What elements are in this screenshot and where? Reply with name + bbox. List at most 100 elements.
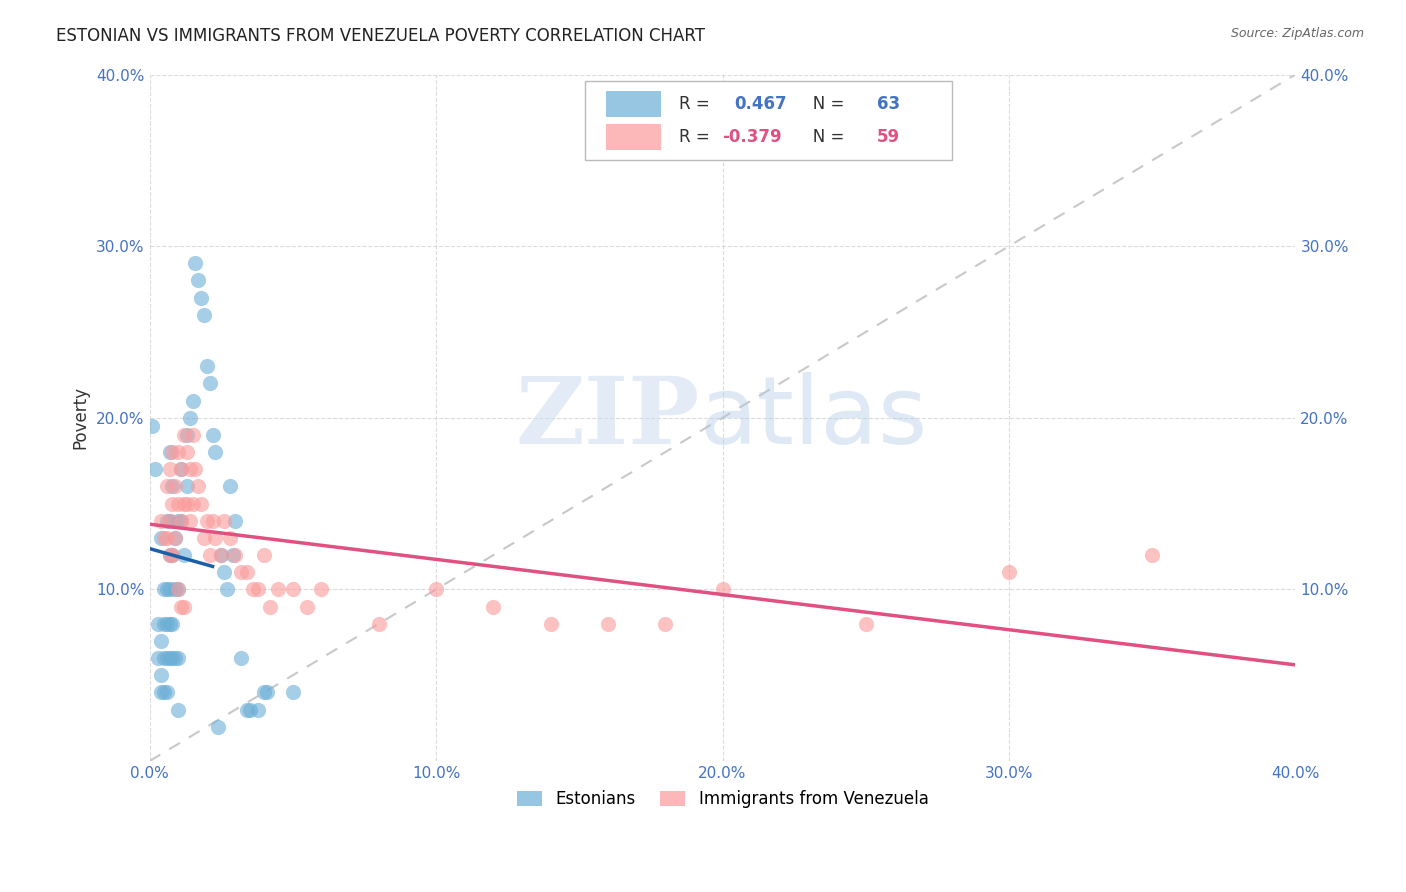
Point [170, 462, 193, 476]
Point [855, 616, 877, 631]
Point [236, 566, 259, 580]
Point [156, 531, 179, 545]
Point [150, 668, 173, 682]
Text: atlas: atlas [700, 372, 928, 464]
Point [247, 702, 270, 716]
Text: Source: ZipAtlas.com: Source: ZipAtlas.com [1230, 27, 1364, 40]
Point [167, 702, 190, 716]
Point [159, 462, 181, 476]
Point [146, 651, 169, 665]
Point [150, 514, 173, 528]
Point [179, 514, 201, 528]
Point [156, 514, 179, 528]
Point [224, 548, 246, 562]
Point [176, 479, 198, 493]
Point [179, 410, 201, 425]
Point [170, 599, 193, 614]
Point [204, 445, 226, 459]
Text: 0.467: 0.467 [734, 95, 786, 113]
Point [1142, 548, 1164, 562]
Point [998, 566, 1021, 580]
Point [159, 445, 181, 459]
Point [221, 548, 243, 562]
Point [176, 445, 198, 459]
Point [231, 651, 253, 665]
Point [204, 531, 226, 545]
Point [167, 582, 190, 597]
Point [170, 514, 193, 528]
Text: R =: R = [679, 128, 716, 146]
Point [209, 548, 232, 562]
Point [162, 445, 184, 459]
Text: R =: R = [679, 95, 720, 113]
Point [141, 419, 163, 434]
Point [295, 599, 318, 614]
Point [181, 393, 204, 408]
Point [170, 514, 193, 528]
Point [311, 582, 333, 597]
Point [281, 582, 304, 597]
Point [425, 582, 447, 597]
Point [176, 497, 198, 511]
Text: N =: N = [797, 128, 849, 146]
Point [165, 651, 187, 665]
Point [156, 651, 179, 665]
Point [173, 548, 195, 562]
Point [153, 651, 176, 665]
Point [201, 428, 224, 442]
Point [212, 514, 235, 528]
Point [711, 582, 734, 597]
Point [159, 514, 181, 528]
Text: ESTONIAN VS IMMIGRANTS FROM VENEZUELA POVERTY CORRELATION CHART: ESTONIAN VS IMMIGRANTS FROM VENEZUELA PO… [56, 27, 706, 45]
Point [153, 531, 176, 545]
Point [173, 428, 195, 442]
FancyBboxPatch shape [585, 81, 952, 161]
Point [162, 548, 184, 562]
Point [654, 616, 676, 631]
Text: 59: 59 [877, 128, 900, 146]
Point [162, 616, 184, 631]
Point [207, 720, 229, 734]
Point [239, 702, 262, 716]
Point [153, 582, 176, 597]
Point [159, 651, 181, 665]
Point [184, 256, 207, 270]
Point [150, 685, 173, 699]
Point [143, 462, 166, 476]
Point [193, 531, 215, 545]
Point [159, 548, 181, 562]
Point [184, 462, 207, 476]
Point [281, 685, 304, 699]
Point [190, 291, 212, 305]
Point [218, 531, 240, 545]
Point [187, 273, 209, 287]
Point [162, 548, 184, 562]
Text: N =: N = [797, 95, 849, 113]
Point [596, 616, 619, 631]
Point [165, 582, 187, 597]
Point [187, 479, 209, 493]
Point [256, 685, 278, 699]
FancyBboxPatch shape [606, 91, 661, 117]
Point [198, 376, 221, 391]
Point [190, 497, 212, 511]
Point [167, 514, 190, 528]
Point [150, 634, 173, 648]
Point [181, 497, 204, 511]
Point [540, 616, 562, 631]
Point [162, 497, 184, 511]
Point [195, 514, 218, 528]
Legend: Estonians, Immigrants from Venezuela: Estonians, Immigrants from Venezuela [510, 783, 935, 814]
Text: 63: 63 [877, 95, 900, 113]
Point [236, 702, 259, 716]
Text: ZIP: ZIP [516, 373, 700, 463]
Point [247, 582, 270, 597]
Point [253, 685, 276, 699]
Point [170, 462, 193, 476]
Point [181, 428, 204, 442]
Point [209, 548, 232, 562]
Y-axis label: Poverty: Poverty [72, 386, 89, 450]
Point [212, 566, 235, 580]
Point [201, 514, 224, 528]
Point [162, 651, 184, 665]
